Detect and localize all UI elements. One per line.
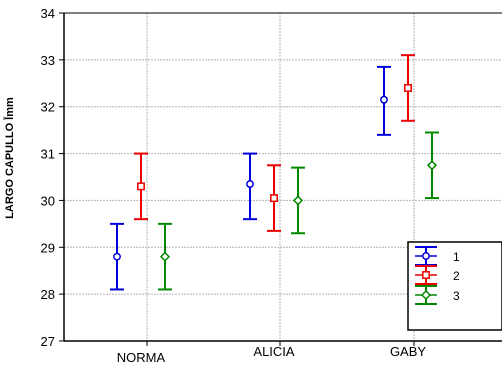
legend-marker: [422, 252, 430, 260]
axes: [59, 12, 502, 346]
y-tick-label: 33: [41, 53, 55, 68]
y-tick-label: 29: [41, 240, 55, 255]
error-bar-marks: [110, 54, 439, 291]
legend-item: 3: [415, 285, 460, 305]
y-axis-title: LARGO CAPULLO l̄mm: [4, 97, 16, 219]
x-category-labels: NORMA ALICIA GABY: [117, 344, 427, 365]
mean-marker: [292, 195, 304, 206]
error-bar: [425, 131, 439, 200]
y-tick-label: 34: [41, 6, 55, 21]
error-bar: [134, 152, 148, 221]
error-bar: [291, 166, 305, 235]
category-label: NORMA: [117, 350, 166, 365]
error-bar: [267, 164, 281, 232]
mean-marker: [426, 160, 438, 171]
legend: 1 2 3: [407, 241, 502, 331]
error-bar: [377, 65, 391, 136]
y-tick-label: 32: [41, 100, 55, 115]
legend-marker: [422, 271, 430, 279]
category-label: ALICIA: [253, 344, 295, 359]
mean-marker: [404, 84, 412, 92]
error-bar: [243, 152, 257, 221]
y-tick-label: 27: [41, 334, 55, 349]
error-bar: [158, 222, 172, 291]
y-tick-label: 30: [41, 193, 55, 208]
mean-marker: [380, 95, 388, 104]
y-tick-labels: 27 28 29 30 31 32 33 34: [41, 6, 55, 349]
legend-item: 2: [415, 265, 460, 285]
error-bar: [401, 54, 415, 122]
mean-marker: [113, 252, 121, 261]
legend-label: 3: [453, 289, 460, 303]
legend-label: 2: [453, 269, 460, 283]
mean-marker: [159, 251, 171, 262]
error-bar: [110, 222, 124, 291]
category-label: GABY: [390, 344, 426, 359]
mean-marker: [270, 194, 278, 203]
y-tick-label: 31: [41, 147, 55, 162]
mean-marker: [246, 180, 254, 188]
mean-marker: [137, 182, 145, 191]
legend-marker: [420, 289, 432, 301]
legend-label: 1: [453, 250, 460, 264]
y-tick-label: 28: [41, 287, 55, 302]
